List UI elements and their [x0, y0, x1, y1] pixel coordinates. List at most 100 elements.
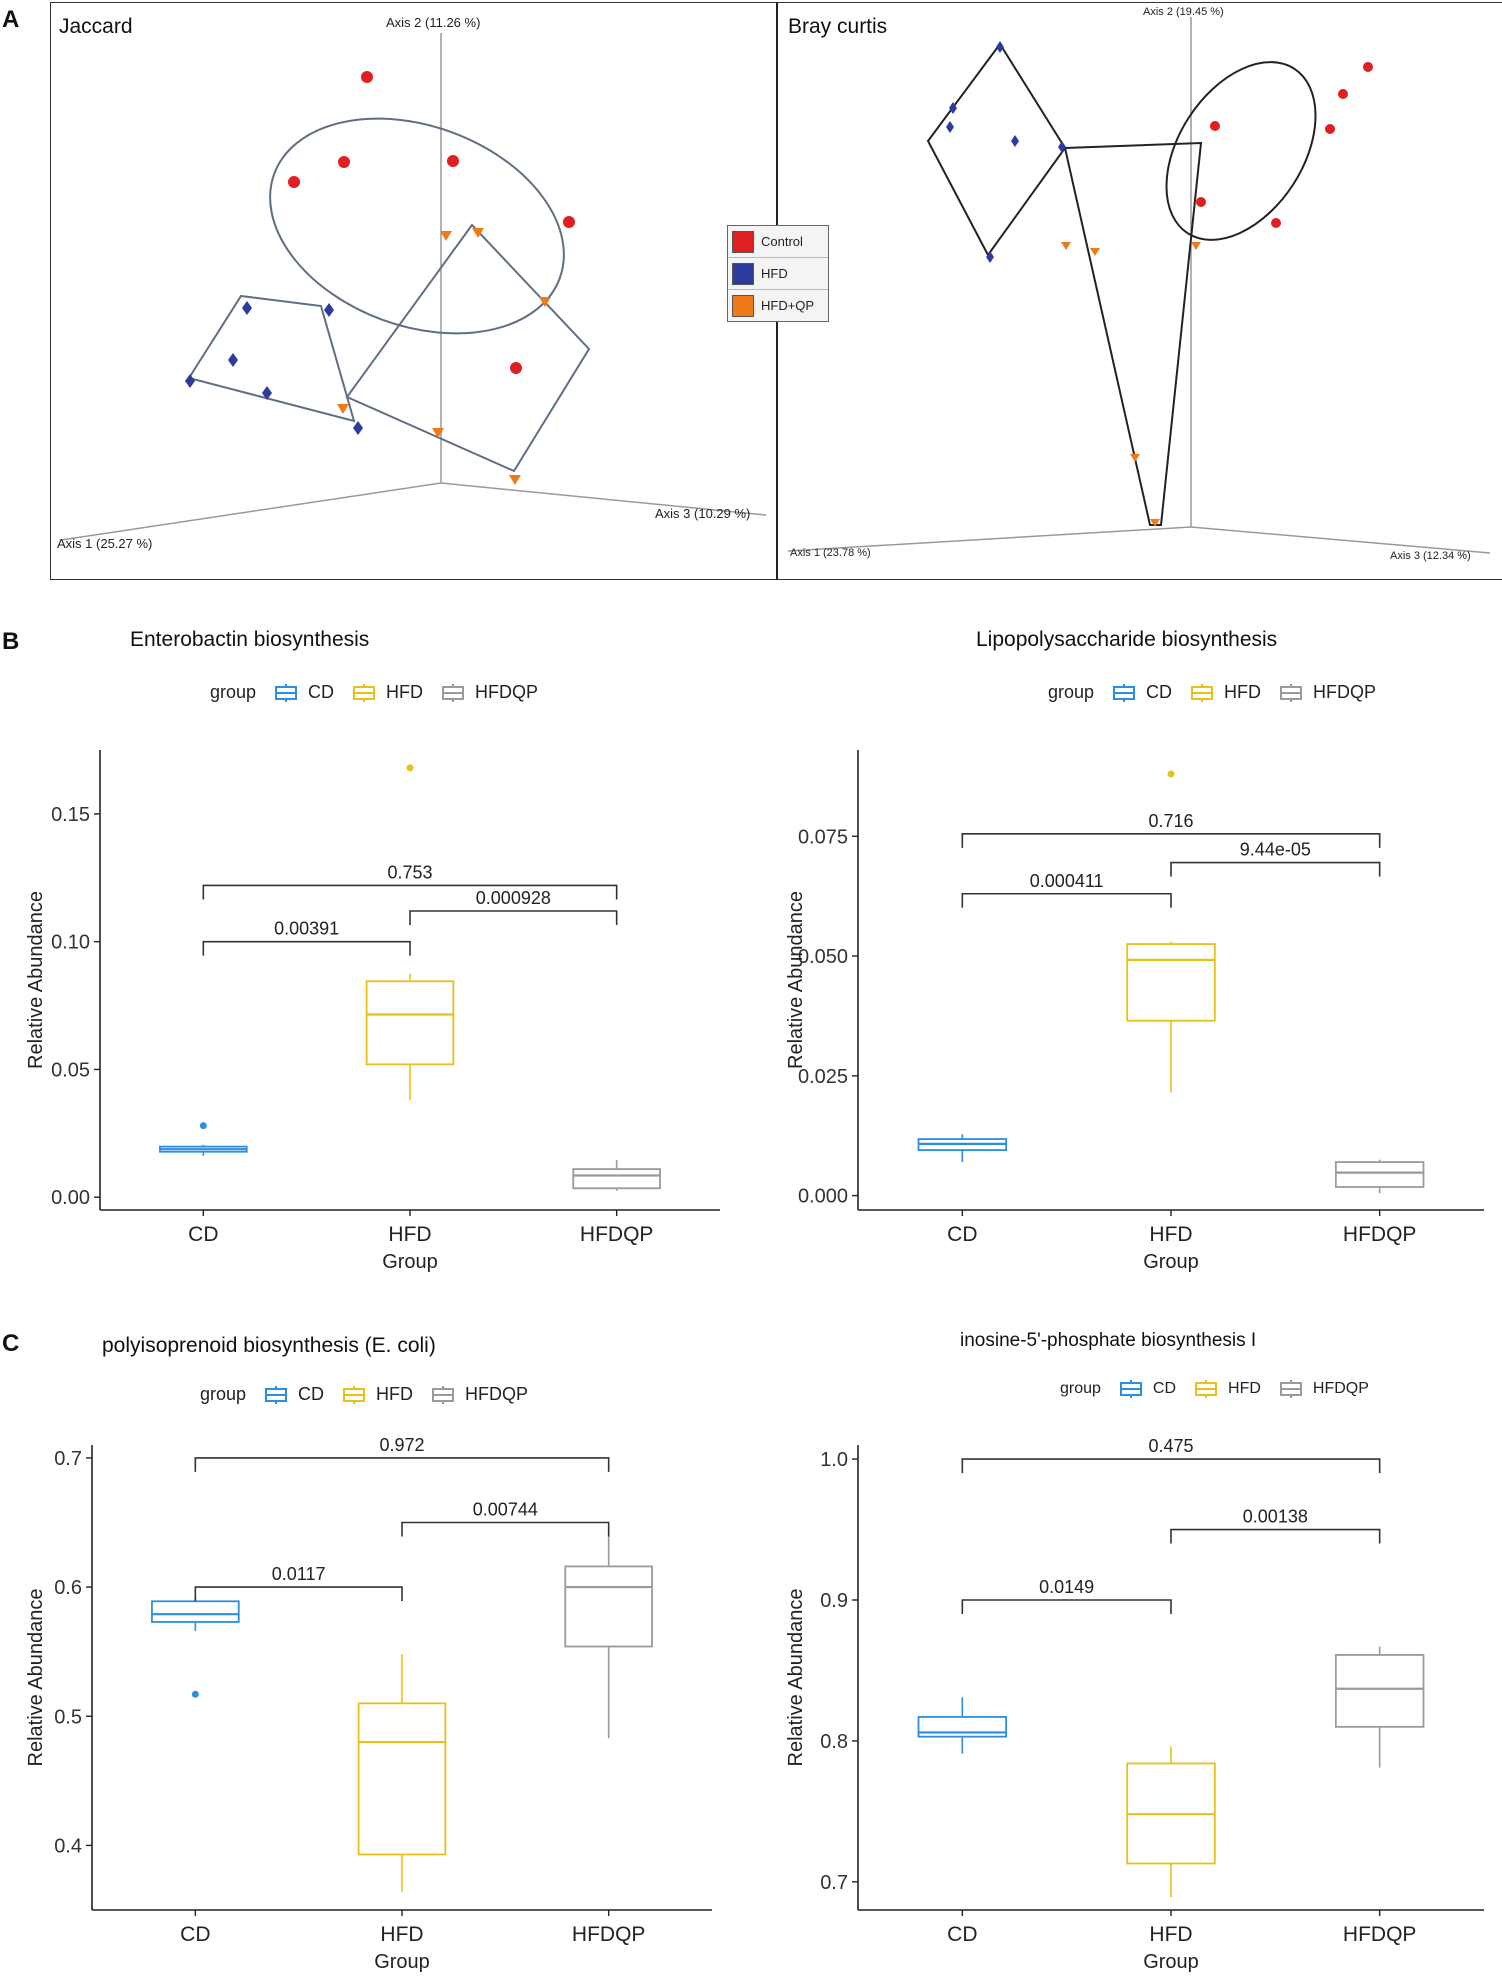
- legend-item-hfd: HFD: [350, 682, 423, 703]
- control-point: [1210, 121, 1220, 131]
- hfd-point: [1011, 135, 1019, 147]
- p-value-label: 0.00391: [274, 919, 339, 939]
- hfdqp-point: [337, 404, 349, 414]
- iqr-box: [357, 1702, 447, 1856]
- x-axis-title: Group: [374, 1951, 430, 1973]
- pcoa-legend-hfdqp: HFD+QP: [728, 290, 828, 321]
- hfdqp-point: [1130, 454, 1140, 462]
- y-tick-label: 0.7: [54, 1448, 82, 1470]
- y-tick-label: 0.025: [798, 1066, 848, 1088]
- box-cd: [151, 1597, 240, 1698]
- p-value-label: 0.753: [387, 862, 432, 882]
- box-cd: [917, 1134, 1008, 1163]
- outlier-point: [191, 1690, 199, 1698]
- y-tick-label: 0.5: [54, 1706, 82, 1728]
- significance-bracket: 0.000411: [961, 871, 1172, 908]
- y-axis-title: Relative Abundance: [785, 891, 807, 1069]
- control-point: [361, 71, 373, 83]
- legend-item-hfdqp: HFDQP: [1277, 1380, 1369, 1398]
- p-value-label: 0.972: [379, 1435, 424, 1455]
- legend-item-hfd: HFD: [340, 1384, 413, 1405]
- control-point: [338, 156, 350, 168]
- axis2-label: Axis 2 (19.45 %): [1143, 6, 1224, 18]
- hfd-point: [1058, 141, 1066, 153]
- hfdqp-point: [440, 231, 452, 241]
- axis1-line: [60, 482, 442, 541]
- chart4-legend: group CD HFD HFDQP: [1060, 1380, 1385, 1398]
- legend-label: CD: [1146, 682, 1173, 702]
- x-tick-label: HFDQP: [1343, 1923, 1417, 1946]
- p-value-label: 0.00138: [1243, 1507, 1308, 1527]
- control-point: [447, 155, 459, 167]
- significance-bracket: 0.0149: [961, 1577, 1172, 1614]
- legend-key: [1117, 1380, 1145, 1398]
- hfdqp-point: [509, 475, 521, 485]
- control-point: [288, 176, 300, 188]
- legend-key: [1277, 683, 1305, 702]
- legend-label: HFD: [386, 682, 424, 702]
- outlier-point: [199, 1122, 207, 1130]
- legend-item-cd: CD: [262, 1384, 324, 1405]
- y-tick-label: 0.8: [820, 1731, 848, 1753]
- axis1-label: Axis 1 (23.78 %): [790, 547, 871, 559]
- chart2-boxplot: 0.000 0.025 0.050 0.075 CD HFD HFDQP Group Relat…: [785, 750, 1484, 1273]
- bracket-line: [409, 910, 618, 925]
- y-tick-label: 0.7: [820, 1872, 848, 1894]
- pcoa-legend-hfd: HFD: [728, 258, 828, 290]
- x-axis-title: Group: [382, 1251, 438, 1273]
- legend-label: CD: [1152, 1380, 1177, 1397]
- p-value-label: 0.00744: [473, 1500, 538, 1520]
- hfd-point: [946, 121, 954, 133]
- hfdqp-hull: [1063, 141, 1203, 526]
- x-tick-label: HFD: [1149, 1223, 1192, 1246]
- control-points: [288, 71, 575, 374]
- box-hfd: [1126, 1746, 1216, 1898]
- chart3-title: polyisoprenoid biosynthesis (E. coli): [102, 1334, 436, 1357]
- significance-bracket: 0.00744: [401, 1500, 610, 1537]
- hfdqp-point: [1061, 242, 1071, 250]
- bracket-line: [194, 1457, 610, 1472]
- y-axis-title: Relative Abundance: [25, 1589, 47, 1767]
- y-tick-label: 1.0: [820, 1449, 848, 1471]
- pcoa-bray-curtis-panel: Bray curtis Axis 2 (19.45 %) Axis 1 (23.…: [776, 2, 1502, 580]
- hfdqp-point: [1191, 242, 1201, 250]
- hfdqp-points: [337, 228, 551, 485]
- legend-key: [1192, 1380, 1220, 1398]
- control-points: [1196, 62, 1373, 228]
- iqr-box: [151, 1600, 240, 1623]
- p-value-label: 0.716: [1148, 811, 1193, 831]
- x-tick-label: CD: [947, 1223, 977, 1246]
- chart1-boxplot: 0.00 0.05 0.10 0.15 CD HFD HFDQP Group Relative …: [25, 750, 720, 1273]
- pcoa-legend-control: Control: [728, 226, 828, 258]
- outlier-point: [406, 764, 414, 772]
- legend-key: [439, 683, 467, 702]
- hfdqp-point: [472, 228, 484, 238]
- x-axis-title: Group: [1143, 1251, 1199, 1273]
- bracket-line: [1170, 861, 1381, 877]
- legend-label-control: Control: [761, 234, 803, 249]
- x-tick-label: HFD: [388, 1223, 431, 1246]
- axis3-label: Axis 3 (10.29 %): [655, 506, 750, 521]
- box-hfdqp: [564, 1535, 653, 1739]
- legend-item-hfdqp: HFDQP: [1277, 682, 1376, 703]
- bracket-line: [202, 940, 411, 956]
- legend-swatch-hfd: [732, 262, 754, 285]
- hfd-hull: [187, 294, 356, 423]
- iqr-box: [365, 980, 455, 1066]
- pcoa-jaccard-plot: Axis 2 (11.26 %) Axis 1 (25.27 %) Axis 3…: [57, 15, 767, 551]
- legend-title: group: [200, 1384, 247, 1404]
- hfdqp-hull: [345, 223, 591, 473]
- y-tick-label: 0.05: [51, 1059, 90, 1081]
- panel-label-c: C: [2, 1330, 20, 1357]
- significance-bracket: 0.716: [961, 811, 1381, 848]
- y-tick-label: 0.10: [51, 932, 90, 954]
- pcoa-jaccard-title: Jaccard: [59, 15, 133, 38]
- axis3-line: [440, 482, 767, 516]
- significance-bracket: 0.972: [194, 1435, 610, 1472]
- legend-key: [340, 1385, 368, 1404]
- panel-label-a: A: [2, 6, 20, 33]
- hfd-point: [228, 353, 238, 367]
- legend-label: HFD: [1228, 1380, 1261, 1397]
- bracket-line: [401, 1521, 610, 1537]
- legend-key: [429, 1385, 457, 1404]
